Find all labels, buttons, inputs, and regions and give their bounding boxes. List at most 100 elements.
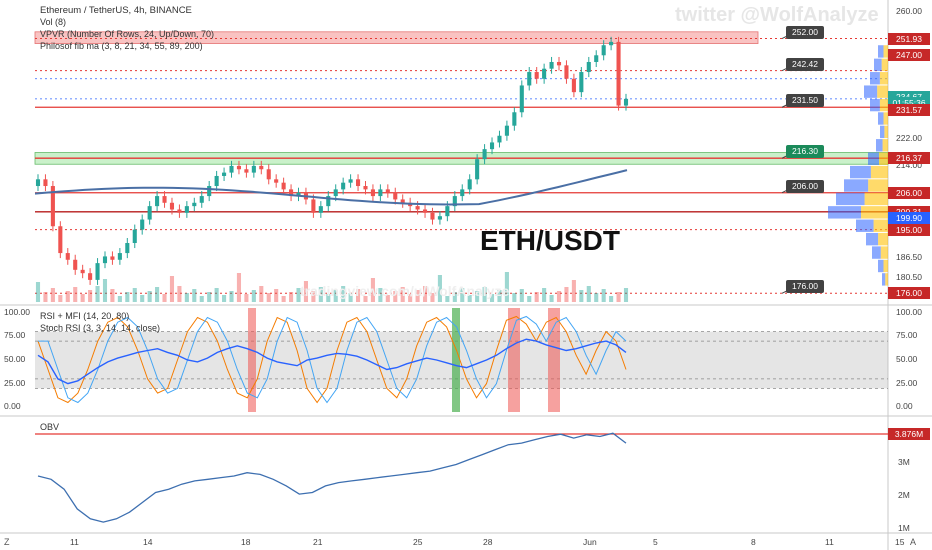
price-tag: 251.93 xyxy=(888,32,930,45)
rsi-band xyxy=(35,331,888,389)
volume-bar xyxy=(125,292,130,302)
volume-profile-bar xyxy=(878,232,888,246)
volume-bar xyxy=(192,289,197,302)
volume-profile-bar xyxy=(876,139,883,152)
candle xyxy=(482,149,487,160)
volume-bar xyxy=(422,286,428,302)
time-tick-label: Jun xyxy=(583,537,597,547)
volume-bar xyxy=(102,279,108,302)
candle xyxy=(616,41,621,106)
axis-tick-label: 3M xyxy=(898,456,910,467)
volume-bar xyxy=(236,273,242,302)
volume-profile-bar xyxy=(836,192,865,206)
candle xyxy=(356,179,361,187)
volume-bar xyxy=(393,291,398,302)
level-callout: 206.00 xyxy=(786,179,824,193)
volume-bar xyxy=(623,288,629,302)
candle xyxy=(579,72,584,93)
volume-bar xyxy=(50,288,55,302)
moving-average-line xyxy=(34,169,628,206)
volume-bar xyxy=(35,282,41,302)
volume-bar xyxy=(609,296,614,302)
level-callout: 242.42 xyxy=(786,57,824,71)
volume-bar xyxy=(542,288,547,302)
volume-profile-bar xyxy=(866,232,879,246)
candle xyxy=(244,169,249,173)
candle xyxy=(88,273,93,280)
candle xyxy=(192,202,197,207)
level-callout: 216.30 xyxy=(786,145,824,159)
axis-tick-label: 25.00 xyxy=(896,377,918,388)
time-tick-label: 15 xyxy=(895,537,905,547)
volume-bar xyxy=(549,295,554,302)
candle xyxy=(155,196,160,207)
candle xyxy=(251,165,256,173)
volume-bar xyxy=(400,287,405,302)
axis-tick-label: 100.00 xyxy=(4,306,30,317)
axis-tick-label: 180.50 xyxy=(896,272,922,283)
candle xyxy=(132,229,137,244)
volume-bar xyxy=(244,294,249,302)
volume-bar xyxy=(564,287,569,302)
volume-bar xyxy=(489,294,495,302)
volume-bar xyxy=(408,294,413,302)
volume-profile-bar xyxy=(870,98,880,112)
vpvr-label: VPVR (Number Of Rows, 24, Up/Down, 70) xyxy=(40,29,215,39)
volume-bar xyxy=(281,296,286,302)
rsi-line xyxy=(37,338,627,385)
volume-bar xyxy=(556,291,562,302)
volume-bar xyxy=(467,295,472,302)
stoch-d-line xyxy=(38,315,627,404)
volume-profile-bar xyxy=(864,192,888,206)
volume-profile-bar xyxy=(880,125,885,139)
volume-bar xyxy=(475,291,480,302)
volume-profile-bar xyxy=(881,58,888,72)
volume-bar xyxy=(169,276,175,302)
volume-profile-bar xyxy=(882,139,888,152)
volume-bar xyxy=(184,293,189,302)
axis-tick-label: 75.00 xyxy=(896,330,918,341)
stoch-k-line xyxy=(37,315,627,404)
candle xyxy=(437,216,442,220)
volume-profile-bar xyxy=(870,72,880,85)
volume-bar xyxy=(110,289,115,302)
corner-left[interactable]: Z xyxy=(4,537,10,547)
obv-value-tag: 3.876M xyxy=(888,427,930,440)
volume-bar xyxy=(73,287,78,302)
volume-bar xyxy=(58,295,63,302)
candle xyxy=(281,182,286,190)
candle xyxy=(236,165,242,170)
volume-bar xyxy=(266,293,271,302)
axis-tick-label: 50.00 xyxy=(4,354,26,364)
price-tag: 247.00 xyxy=(888,49,930,62)
candle xyxy=(259,165,264,170)
price-tag: 176.00 xyxy=(888,287,930,300)
volume-bar xyxy=(616,292,621,302)
axis-tick-label: 186.50 xyxy=(896,252,922,263)
candle xyxy=(348,179,353,183)
volume-bar xyxy=(274,289,279,302)
candle xyxy=(556,61,562,66)
axis-tick-label: 1M xyxy=(898,522,910,533)
axis-tick-label: 2M xyxy=(898,489,910,500)
volume-bar xyxy=(311,291,316,302)
volume-profile-bar xyxy=(885,273,888,286)
candle xyxy=(519,85,524,113)
candle xyxy=(623,98,629,106)
volume-bar xyxy=(326,294,331,302)
candle xyxy=(542,68,547,79)
candle xyxy=(460,189,465,197)
volume-profile-bar xyxy=(878,259,884,273)
candle xyxy=(177,209,182,213)
time-tick-label: 5 xyxy=(653,537,658,547)
candle xyxy=(184,206,189,213)
signal-highlight xyxy=(508,308,520,412)
candle xyxy=(162,196,167,203)
candle xyxy=(363,186,368,190)
volume-profile-bar xyxy=(868,179,888,192)
candle xyxy=(594,55,599,62)
level-callout: 231.50 xyxy=(786,94,824,108)
volume-bar xyxy=(378,288,383,302)
corner-right[interactable]: A xyxy=(910,537,917,547)
